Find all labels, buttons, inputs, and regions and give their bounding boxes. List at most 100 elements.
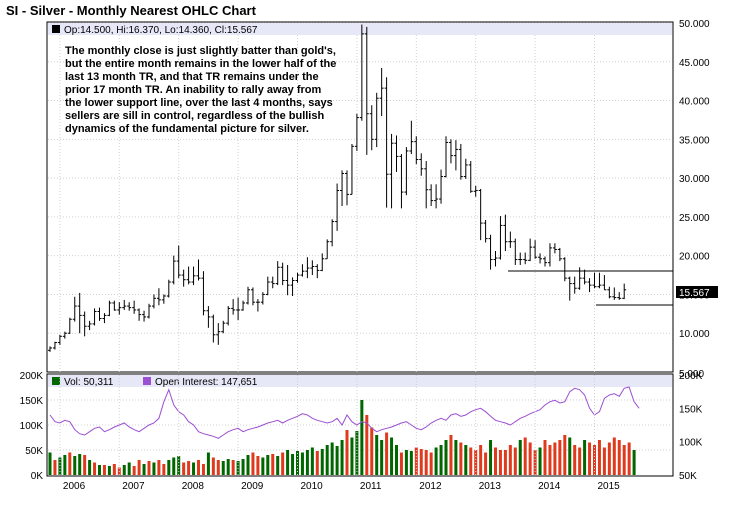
volume-bar bbox=[484, 452, 488, 475]
ohlc-bar bbox=[448, 139, 453, 164]
volume-bar bbox=[187, 461, 191, 475]
volume-bar bbox=[167, 460, 171, 475]
ohlc-bar bbox=[112, 300, 117, 311]
ohlc-bar bbox=[127, 302, 132, 311]
volume-bar bbox=[291, 454, 295, 475]
ohlc-bar bbox=[250, 287, 255, 306]
volume-legend: Vol: 50,311 bbox=[64, 377, 114, 388]
oi-axis: 50K 100K 150K 200K bbox=[679, 371, 703, 482]
ohlc-bar bbox=[533, 240, 538, 259]
volume-bars bbox=[48, 400, 636, 475]
ohlc-bar bbox=[597, 272, 602, 289]
chart-title: SI - Silver - Monthly Nearest OHLC Chart bbox=[6, 3, 256, 18]
oi-tick-label: 50K bbox=[679, 471, 697, 482]
ohlc-bar bbox=[453, 140, 458, 171]
volume-bar bbox=[380, 440, 384, 475]
volume-bar bbox=[469, 447, 473, 475]
ohlc-bar bbox=[241, 300, 246, 311]
volume-bar bbox=[211, 457, 215, 475]
ohlc-bar bbox=[567, 276, 572, 301]
ohlc-bar bbox=[92, 308, 97, 326]
price-tick-label: 10.000 bbox=[679, 329, 710, 340]
volume-bar bbox=[528, 442, 532, 475]
volume-bar bbox=[53, 460, 57, 475]
volume-bar bbox=[256, 456, 260, 475]
annotation-line: prior 17 month TR. An inability to rally… bbox=[65, 84, 322, 96]
ohlc-bar bbox=[379, 67, 384, 117]
ohlc-bar bbox=[122, 299, 127, 310]
x-tick-label: 2007 bbox=[122, 481, 145, 492]
open-interest-line bbox=[49, 386, 640, 439]
ohlc-bar bbox=[389, 133, 394, 209]
price-tick-label: 35.000 bbox=[679, 135, 710, 146]
volume-bar bbox=[88, 460, 92, 475]
volume-bar bbox=[602, 447, 606, 475]
x-tick-label: 2012 bbox=[419, 481, 442, 492]
ohlc-bar bbox=[275, 261, 280, 286]
volume-bar bbox=[226, 459, 230, 475]
annotation-line: the lower support line, over the last 4 … bbox=[65, 97, 333, 109]
ohlc-bar bbox=[473, 185, 478, 197]
volume-bar bbox=[479, 445, 483, 475]
volume-bar bbox=[429, 452, 433, 475]
ohlc-bar bbox=[602, 275, 607, 291]
volume-bar bbox=[612, 437, 616, 475]
volume-bar bbox=[548, 445, 552, 475]
volume-legend-swatch bbox=[52, 377, 60, 385]
ohlc-bar bbox=[330, 219, 335, 247]
ohlc-bar bbox=[612, 287, 617, 300]
volume-bar bbox=[112, 464, 116, 475]
ohlc-bar bbox=[340, 170, 345, 207]
volume-bar bbox=[404, 450, 408, 475]
price-tick-label: 5.000 bbox=[679, 369, 704, 380]
volume-grid bbox=[48, 399, 672, 451]
annotation-line: The monthly close is just slightly batte… bbox=[65, 45, 336, 57]
volume-bar bbox=[221, 461, 225, 475]
volume-bar bbox=[216, 460, 220, 475]
ohlc-bar bbox=[374, 92, 379, 148]
ohlc-bar bbox=[528, 238, 533, 262]
volume-bar bbox=[558, 440, 562, 475]
ohlc-bar bbox=[572, 276, 577, 294]
annotation-text: The monthly close is just slightly batte… bbox=[65, 45, 336, 135]
volume-bar bbox=[335, 446, 339, 475]
volume-bar bbox=[83, 455, 87, 475]
ohlc-bar bbox=[557, 247, 562, 262]
volume-bar bbox=[286, 450, 290, 475]
ohlc-bar bbox=[77, 292, 82, 334]
oi-tick-label: 200K bbox=[679, 371, 703, 382]
volume-bar bbox=[365, 415, 369, 475]
volume-tick-label: 50K bbox=[25, 446, 43, 457]
volume-bar bbox=[197, 460, 200, 475]
oi-tick-label: 150K bbox=[679, 404, 703, 415]
volume-bar bbox=[632, 450, 636, 475]
ohlc-bar bbox=[562, 257, 567, 282]
ohlc-bar bbox=[463, 158, 468, 179]
volume-bar bbox=[147, 461, 151, 475]
ohlc-bar bbox=[196, 259, 201, 281]
annotation-line: dynamics of the fundamental picture for … bbox=[65, 123, 309, 135]
volume-bar bbox=[132, 466, 136, 475]
ohlc-bar bbox=[142, 310, 147, 322]
ohlc-bar bbox=[221, 320, 226, 334]
price-tick-label: 45.000 bbox=[679, 58, 710, 69]
ohlc-bar bbox=[508, 231, 513, 248]
volume-bar bbox=[607, 442, 611, 475]
volume-bar bbox=[152, 462, 156, 475]
ohlc-bar bbox=[151, 294, 156, 309]
price-tick-label: 50.000 bbox=[679, 19, 710, 30]
volume-bar bbox=[325, 445, 329, 475]
ohlc-bar bbox=[305, 257, 310, 279]
ohlc-bar bbox=[191, 266, 196, 286]
volume-bar bbox=[127, 462, 131, 475]
volume-bar bbox=[107, 466, 111, 475]
volume-bar bbox=[424, 450, 428, 475]
volume-legend-bg bbox=[48, 375, 672, 387]
volume-bar bbox=[390, 437, 394, 475]
ohlc-bar bbox=[260, 292, 265, 305]
open-interest-series bbox=[49, 386, 640, 439]
volume-bar bbox=[137, 460, 141, 475]
ohlc-bar bbox=[354, 113, 359, 151]
x-tick-label: 2013 bbox=[479, 481, 502, 492]
ohlc-bar bbox=[166, 279, 171, 298]
